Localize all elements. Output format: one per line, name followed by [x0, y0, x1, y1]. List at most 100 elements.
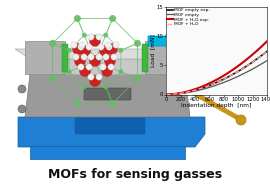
MOF + H₂O: [213, 82, 216, 84]
Circle shape: [106, 44, 112, 50]
Circle shape: [96, 74, 102, 80]
Legend: MOF empty exp., MOF empty, MOF + H₂O exp., MOF + H₂O: MOF empty exp., MOF empty, MOF + H₂O exp…: [167, 8, 210, 27]
Circle shape: [89, 56, 100, 67]
Circle shape: [88, 34, 94, 40]
Circle shape: [109, 100, 116, 107]
Polygon shape: [30, 59, 185, 74]
Circle shape: [75, 56, 86, 67]
MOF empty exp.: [263, 52, 266, 54]
Circle shape: [73, 43, 83, 54]
MOF + H₂O exp.: [266, 40, 269, 42]
MOF empty: [263, 61, 266, 63]
MOF + H₂O exp.: [164, 93, 168, 96]
Circle shape: [67, 69, 72, 74]
Circle shape: [73, 54, 79, 60]
Circle shape: [49, 40, 56, 47]
Circle shape: [81, 54, 87, 60]
Polygon shape: [145, 41, 185, 74]
X-axis label: Indentation depth  [nm]: Indentation depth [nm]: [181, 103, 252, 108]
Circle shape: [86, 44, 92, 50]
MOF empty: [247, 70, 251, 72]
Circle shape: [134, 40, 141, 47]
Circle shape: [92, 58, 98, 64]
Circle shape: [105, 42, 111, 48]
Circle shape: [71, 42, 77, 48]
Y-axis label: Load  [mN]: Load [mN]: [150, 34, 155, 67]
Circle shape: [118, 69, 123, 74]
Circle shape: [88, 54, 94, 60]
Circle shape: [67, 48, 72, 53]
MOF empty: [213, 84, 216, 87]
Circle shape: [113, 42, 119, 48]
MOF + H₂O: [247, 63, 251, 66]
MOF + H₂O exp.: [225, 73, 228, 75]
Circle shape: [111, 54, 117, 60]
Circle shape: [236, 115, 246, 125]
Text: MOFs for sensing gasses: MOFs for sensing gasses: [48, 168, 222, 181]
Circle shape: [89, 75, 100, 87]
Circle shape: [82, 84, 87, 89]
Circle shape: [18, 105, 26, 113]
FancyBboxPatch shape: [142, 44, 148, 72]
Circle shape: [79, 46, 90, 57]
Circle shape: [103, 54, 109, 60]
Circle shape: [78, 44, 84, 50]
MOF + H₂O: [164, 93, 168, 96]
Line: MOF + H₂O exp.: MOF + H₂O exp.: [166, 41, 267, 94]
Circle shape: [82, 33, 87, 38]
MOF empty exp.: [225, 77, 228, 79]
Circle shape: [118, 48, 123, 53]
MOF empty: [219, 82, 222, 85]
Polygon shape: [30, 146, 185, 159]
Circle shape: [18, 85, 26, 93]
MOF empty exp.: [212, 82, 216, 85]
Polygon shape: [15, 49, 200, 59]
MOF + H₂O: [266, 50, 269, 52]
MOF + H₂O exp.: [219, 76, 222, 78]
Circle shape: [100, 46, 110, 57]
Circle shape: [78, 64, 84, 70]
Circle shape: [134, 75, 141, 82]
Circle shape: [103, 84, 108, 89]
Circle shape: [106, 43, 117, 54]
MOF empty exp.: [164, 93, 168, 96]
MOF empty exp.: [213, 82, 216, 84]
MOF + H₂O: [219, 79, 222, 82]
Line: MOF + H₂O: MOF + H₂O: [166, 51, 267, 94]
FancyBboxPatch shape: [62, 44, 68, 72]
Circle shape: [96, 34, 102, 40]
Line: MOF empty: MOF empty: [166, 60, 267, 94]
Circle shape: [74, 15, 81, 22]
Circle shape: [86, 64, 92, 70]
MOF empty: [212, 85, 216, 87]
MOF empty: [266, 59, 269, 62]
MOF empty: [164, 93, 168, 96]
MOF + H₂O: [263, 52, 266, 54]
Circle shape: [109, 15, 116, 22]
Circle shape: [89, 36, 100, 46]
FancyBboxPatch shape: [84, 88, 131, 100]
Circle shape: [100, 64, 106, 70]
Circle shape: [103, 33, 108, 38]
MOF empty exp.: [219, 79, 222, 82]
Circle shape: [79, 42, 85, 48]
MOF + H₂O: [212, 82, 216, 85]
MOF empty exp.: [266, 50, 269, 52]
MOF empty: [225, 80, 228, 83]
Circle shape: [102, 66, 113, 77]
FancyBboxPatch shape: [75, 117, 145, 134]
Circle shape: [98, 44, 104, 50]
Polygon shape: [25, 41, 65, 74]
MOF + H₂O exp.: [212, 80, 216, 82]
Circle shape: [49, 75, 56, 82]
Circle shape: [104, 56, 116, 67]
MOF + H₂O exp.: [247, 56, 251, 59]
MOF + H₂O exp.: [213, 80, 216, 82]
Circle shape: [108, 64, 114, 70]
Circle shape: [88, 74, 94, 80]
Polygon shape: [25, 74, 190, 117]
Circle shape: [79, 66, 90, 77]
FancyArrow shape: [148, 34, 176, 48]
MOF + H₂O exp.: [263, 42, 266, 45]
Circle shape: [96, 54, 102, 60]
